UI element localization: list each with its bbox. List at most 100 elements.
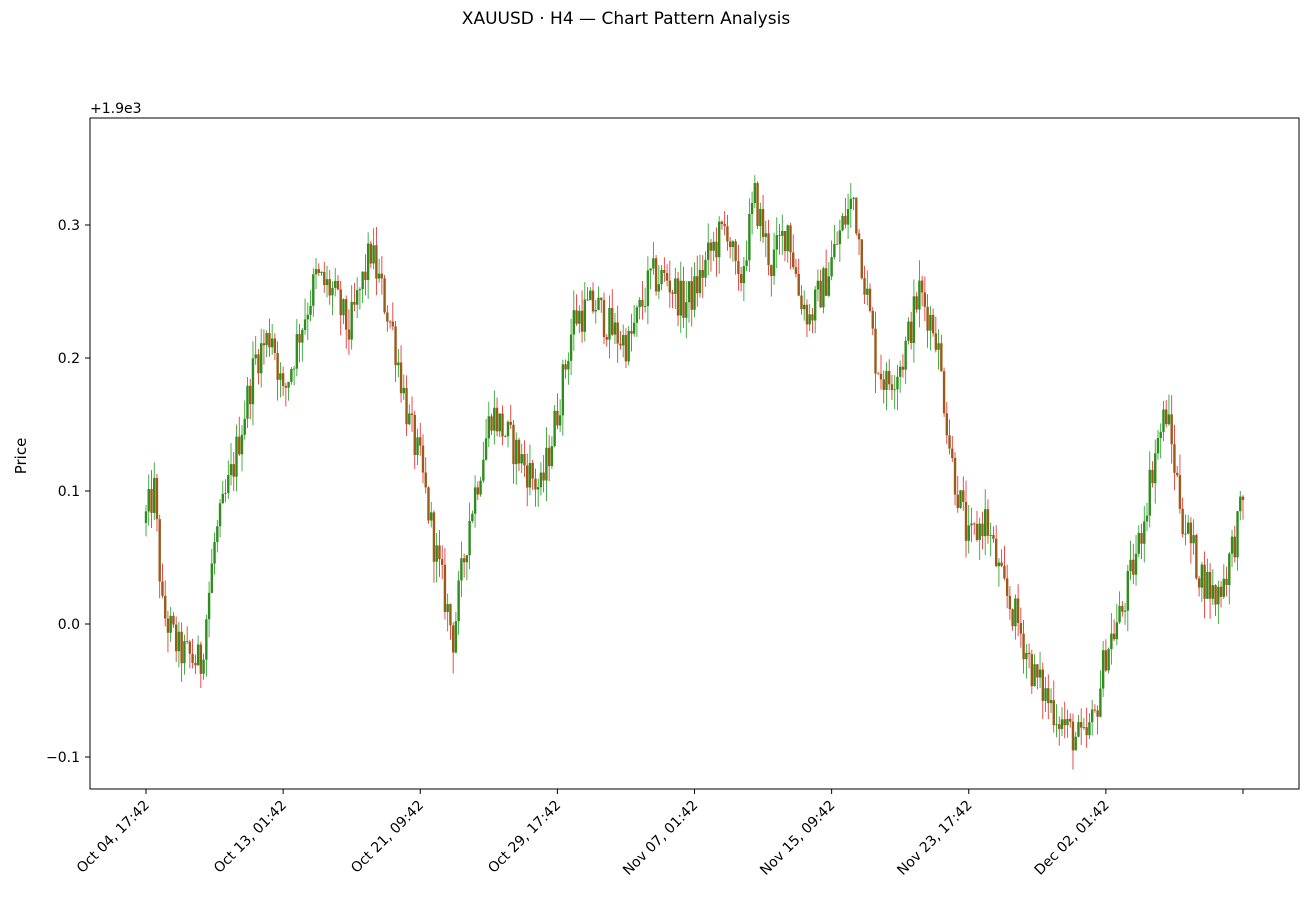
candle-body (608, 307, 611, 340)
candle-body (460, 558, 463, 581)
chart-title: XAUUSD · H4 — Chart Pattern Analysis (461, 9, 791, 29)
y-tick-label: 0.2 (58, 351, 80, 367)
candle-body (813, 289, 817, 321)
candle-body (652, 258, 655, 269)
candle-body (1173, 444, 1176, 473)
candle-body (863, 278, 866, 295)
candle-body (268, 333, 271, 348)
candle-body (937, 343, 940, 350)
candle-body (410, 413, 414, 415)
candle-body (1219, 586, 1223, 597)
candle-body (904, 340, 907, 370)
candle-body (597, 297, 600, 310)
candle-body (262, 343, 266, 346)
candle-body (438, 545, 441, 560)
candle-body (981, 523, 984, 537)
candle-body (580, 310, 584, 332)
candle-body (852, 197, 855, 199)
candle-body (1049, 700, 1053, 704)
candle-body (339, 289, 342, 316)
candle-body (471, 513, 474, 522)
candle-body (224, 493, 227, 494)
candle-body (1145, 515, 1149, 522)
candle-body (457, 580, 460, 622)
candle-body (868, 288, 872, 311)
y-tick-label: 0.0 (58, 617, 80, 633)
candle-body (1241, 496, 1245, 500)
candle-body (1126, 570, 1130, 611)
candle-body (1036, 664, 1039, 678)
candle-body (303, 319, 307, 330)
candle-body (567, 360, 570, 370)
candle-body (194, 662, 197, 666)
candle-body (975, 523, 979, 540)
candle-body (328, 279, 331, 296)
candle-body (701, 269, 704, 278)
candle-body (361, 271, 364, 290)
candle-body (443, 564, 447, 613)
candle-body (246, 385, 249, 419)
candle-body (898, 366, 902, 377)
candle-body (690, 281, 693, 310)
candle-body (1197, 578, 1201, 588)
candle-body (605, 337, 608, 340)
candle-body (440, 559, 444, 565)
candle-body (855, 197, 858, 234)
candle-body (879, 373, 883, 380)
candle-body (649, 268, 652, 271)
x-tick-label: Nov 23, 17:42 (894, 798, 975, 879)
candle-body (948, 435, 951, 449)
x-tick-label: Oct 13, 01:42 (211, 798, 290, 877)
candle-body (786, 225, 789, 252)
candle-body (728, 241, 732, 248)
candle-body (792, 252, 795, 268)
candle-body (827, 276, 831, 296)
candle-body (314, 269, 318, 275)
candle-body (589, 290, 592, 301)
candle-body (1132, 559, 1135, 575)
candle-body (166, 618, 170, 633)
candle-body (265, 333, 268, 346)
candle-body (657, 284, 661, 292)
candle-body (295, 334, 299, 369)
candle-body (553, 410, 556, 447)
candle-body (276, 352, 279, 380)
candle-body (517, 439, 521, 464)
y-tick-label: −0.1 (46, 750, 80, 766)
candle-body (232, 464, 235, 477)
candle-body (822, 268, 825, 308)
candle-body (454, 621, 458, 653)
candle-body (144, 511, 148, 523)
candle-body (375, 245, 378, 279)
candle-body (759, 208, 762, 227)
candle-body (646, 270, 650, 307)
candle-body (770, 265, 773, 276)
candle-body (377, 273, 381, 279)
candle-body (1148, 469, 1151, 516)
candle-body (866, 288, 869, 295)
candle-body (819, 280, 822, 308)
candle-body (147, 488, 150, 512)
candle-body (435, 545, 438, 562)
candle-body (561, 364, 565, 416)
candle-body (888, 370, 891, 385)
candle-body (1030, 654, 1034, 687)
candle-body (556, 410, 559, 426)
candle-body (709, 242, 713, 251)
candle-body (962, 490, 965, 502)
candle-body (934, 333, 938, 350)
candle-body (191, 653, 194, 663)
candle-body (578, 310, 581, 324)
candle-body (685, 302, 688, 318)
x-tick-label: Oct 04, 17:42 (74, 798, 153, 877)
candle-body (742, 266, 746, 284)
candle-body (781, 230, 784, 236)
candle-body (1200, 564, 1204, 588)
candle-body (1101, 650, 1105, 689)
candle-body (355, 290, 359, 305)
candle-body (251, 358, 255, 405)
candle-body (624, 335, 628, 362)
candle-body (526, 465, 529, 488)
candle-body (309, 305, 312, 315)
